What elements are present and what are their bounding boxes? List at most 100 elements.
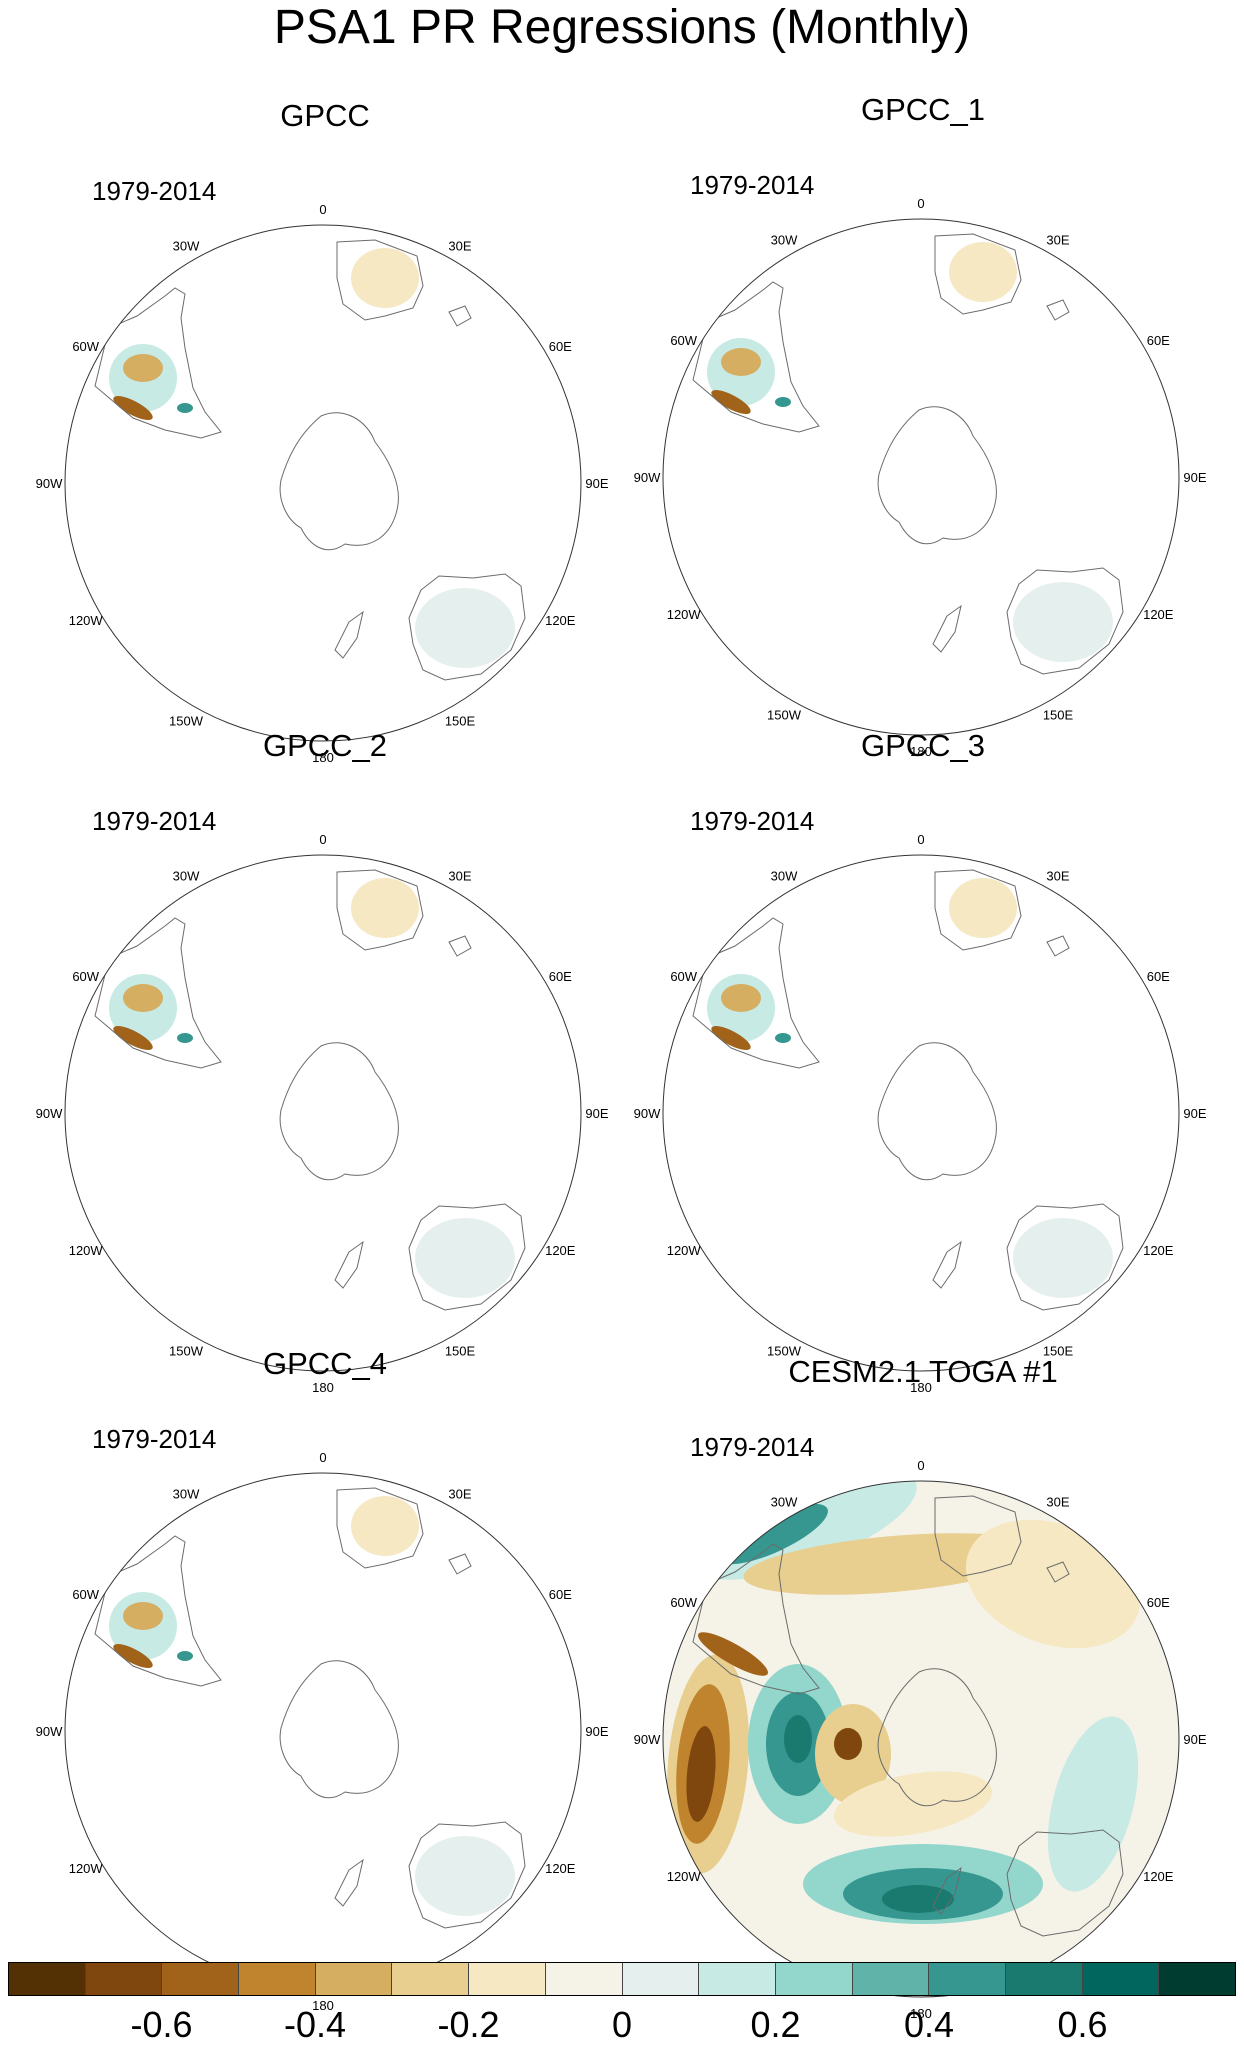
- longitude-label: 150E: [1043, 707, 1074, 722]
- anomaly-contour: [711, 389, 751, 415]
- colorbar-box: [162, 1963, 240, 1995]
- anomaly-contour: [965, 1519, 1141, 1649]
- anomaly-contour: [415, 588, 515, 668]
- coastline-antarctica: [279, 412, 399, 551]
- map-background: [663, 219, 1179, 735]
- longitude-label: 60E: [549, 969, 572, 984]
- longitude-label: 60E: [1147, 969, 1170, 984]
- coastline-antarctica: [877, 406, 997, 545]
- coastline-samerica: [692, 1543, 820, 1695]
- longitude-label: 180: [312, 1380, 334, 1395]
- map-panel: GPCC_1 1979-2014 0 30E 60E 90E 120E 150E 180 150W…: [623, 80, 1223, 759]
- longitude-label: 120E: [1143, 1243, 1174, 1258]
- anomaly-contour: [1013, 582, 1113, 662]
- longitude-label: 60E: [1147, 333, 1170, 348]
- longitude-label: 60E: [549, 339, 572, 354]
- anomaly-contour: [775, 1033, 791, 1043]
- coastline-australia: [408, 1203, 526, 1311]
- longitude-label: 30W: [173, 239, 200, 254]
- colorbar-box: [469, 1963, 546, 1995]
- longitude-label: 90W: [36, 476, 63, 491]
- longitude-label: 150E: [445, 713, 476, 728]
- longitude-label: 0: [319, 202, 326, 217]
- map-panel: CESM2.1 TOGA #1 1979-2014 0 30E 60E 90E 120E 15…: [623, 1316, 1223, 2021]
- map-background: [65, 855, 581, 1371]
- longitude-label: 90E: [585, 1724, 608, 1739]
- longitude-label: 120E: [1143, 607, 1174, 622]
- anomaly-contour: [351, 1496, 419, 1556]
- coastline-madagascar: [448, 305, 472, 327]
- panel-period: 1979-2014: [690, 806, 815, 836]
- longitude-label: 30E: [1046, 869, 1069, 884]
- longitude-label: 60W: [670, 1595, 697, 1610]
- colorbar-box: [1005, 1963, 1083, 1995]
- map-panel: GPCC 1979-2014 0 30E 60E 90E 120E 150E 180 150W 12…: [25, 80, 625, 765]
- colorbar-tick-label: 0.6: [1057, 2004, 1108, 2045]
- coastline-samerica: [94, 917, 222, 1069]
- longitude-label: 30E: [1046, 1495, 1069, 1510]
- panel-title: GPCC: [280, 98, 370, 133]
- coastline-australia: [408, 1821, 526, 1929]
- longitude-label: 180: [312, 750, 334, 765]
- anomaly-contour: [882, 1885, 954, 1913]
- coastline-samerica: [692, 281, 820, 433]
- coastline-antarctica: [877, 1042, 997, 1181]
- longitude-label: 120E: [545, 1243, 576, 1258]
- map-panel: GPCC_3 1979-2014 0 30E 60E 90E 120E 150E 180 150W…: [623, 698, 1223, 1395]
- longitude-label: 120W: [667, 607, 702, 622]
- longitude-label: 0: [319, 1450, 326, 1465]
- panel-period: 1979-2014: [690, 170, 815, 200]
- longitude-label: 120E: [545, 613, 576, 628]
- colorbar-box: [545, 1963, 623, 1995]
- longitude-label: 90W: [634, 1732, 661, 1747]
- anomaly-contour: [113, 1025, 153, 1051]
- longitude-label: 90E: [1183, 1106, 1206, 1121]
- panel-title: GPCC_3: [860, 728, 986, 763]
- panel-period: 1979-2014: [92, 806, 217, 836]
- anomaly-contour: [123, 1602, 163, 1630]
- colorbar-tick-label: 0.4: [903, 2004, 955, 2045]
- coastline-nz: [932, 604, 962, 653]
- colorbar-box: [9, 1963, 86, 1995]
- anomaly-contour: [351, 878, 419, 938]
- map-border: [662, 854, 1180, 1372]
- longitude-label: 150W: [169, 713, 204, 728]
- anomaly-contour: [177, 1033, 193, 1043]
- longitude-label: 30E: [448, 1487, 471, 1502]
- anomaly-contour: [775, 397, 791, 407]
- anomaly-contour: [698, 1632, 768, 1676]
- coastline-nz: [334, 1858, 364, 1907]
- longitude-label: 120E: [545, 1861, 576, 1876]
- coastline-australia: [408, 573, 526, 681]
- coastline-samerica: [94, 287, 222, 439]
- longitude-label: 0: [917, 196, 924, 211]
- panel-period: 1979-2014: [92, 1424, 217, 1454]
- colorbar-tick-label: -0.2: [437, 2004, 500, 2045]
- colorbar-tick-label: -0.6: [130, 2004, 193, 2045]
- coastline-africa: [336, 239, 424, 321]
- longitude-label: 150W: [767, 707, 802, 722]
- coastline-antarctica: [877, 1668, 997, 1807]
- anomaly-contour: [113, 395, 153, 421]
- colorbar-tick-label: 0: [611, 2004, 633, 2045]
- map-border: [64, 224, 582, 742]
- longitude-label: 150W: [169, 1343, 204, 1358]
- map-background: [65, 1473, 581, 1989]
- longitude-label: 120E: [1143, 1869, 1174, 1884]
- coastline-nz: [334, 1240, 364, 1289]
- colorbar-box: [1159, 1963, 1235, 1995]
- longitude-label: 60W: [72, 339, 99, 354]
- longitude-label: 150E: [1043, 1343, 1074, 1358]
- panel-title: GPCC_2: [262, 728, 388, 763]
- longitude-label: 30W: [771, 1495, 798, 1510]
- coastline-madagascar: [448, 1553, 472, 1575]
- coastline-samerica: [692, 917, 820, 1069]
- longitude-label: 90E: [585, 1106, 608, 1121]
- longitude-label: 60E: [1147, 1595, 1170, 1610]
- longitude-label: 90W: [634, 470, 661, 485]
- anomaly-contour: [415, 1836, 515, 1916]
